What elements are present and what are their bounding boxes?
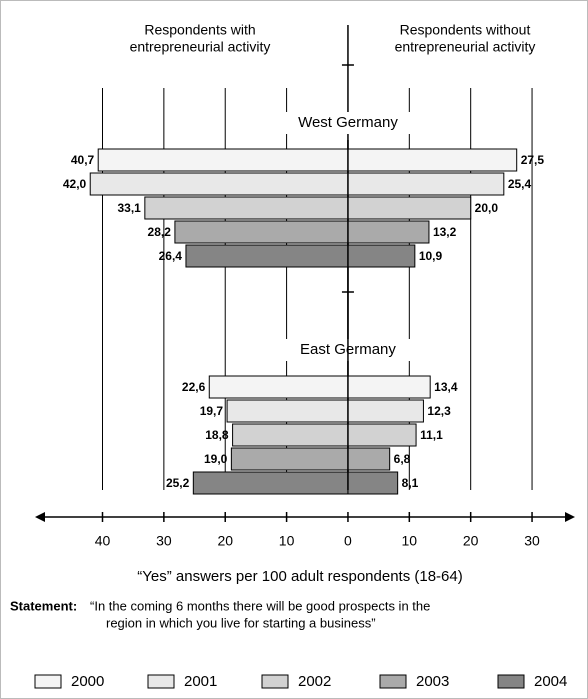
bar-right (347, 244, 416, 268)
bar-right (347, 172, 505, 196)
value-label: 13,4 (434, 380, 458, 394)
bar-right (347, 447, 391, 471)
value-label: 33,1 (117, 201, 141, 215)
bar-left (174, 220, 349, 244)
value-label: 25,2 (166, 476, 190, 490)
value-label: 18,8 (205, 428, 229, 442)
x-tick-label: 30 (524, 533, 540, 549)
value-label: 42,0 (63, 177, 87, 191)
legend-label: 2001 (184, 673, 217, 690)
x-tick-label: 20 (463, 533, 479, 549)
value-label: 10,9 (419, 249, 443, 263)
statement-text: region in which you live for starting a … (106, 615, 376, 630)
bar-left (144, 196, 349, 220)
group-label-bg (282, 112, 413, 134)
bar-left (226, 399, 349, 423)
axis-arrow (565, 512, 575, 522)
bar-left (208, 375, 349, 399)
bar-right (347, 196, 472, 220)
bar-right (347, 399, 424, 423)
legend-swatch (147, 674, 175, 689)
left-header: Respondents with (144, 22, 255, 38)
value-label: 22,6 (182, 380, 206, 394)
legend-swatch (34, 674, 62, 689)
value-label: 6,8 (394, 452, 411, 466)
bar-right (347, 423, 417, 447)
bar-left (185, 244, 349, 268)
legend-swatch (379, 674, 407, 689)
bar-left (192, 471, 349, 495)
legend-label: 2002 (298, 673, 331, 690)
bar-right (347, 220, 430, 244)
x-tick-label: 10 (402, 533, 418, 549)
value-label: 20,0 (475, 201, 499, 215)
value-label: 19,7 (200, 404, 224, 418)
bar-left (232, 423, 349, 447)
x-tick-label: 0 (344, 533, 352, 549)
bar-left (97, 148, 349, 172)
value-label: 12,3 (427, 404, 451, 418)
value-label: 26,4 (159, 249, 183, 263)
legend-label: 2003 (416, 673, 449, 690)
legend-swatch (261, 674, 289, 689)
x-tick-label: 20 (217, 533, 233, 549)
x-axis-title: “Yes” answers per 100 adult respondents … (137, 568, 462, 585)
bar-left (89, 172, 349, 196)
statement-label: Statement: (10, 598, 77, 613)
right-header: Respondents without (400, 22, 531, 38)
value-label: 11,1 (420, 428, 443, 442)
legend-swatch (497, 674, 525, 689)
value-label: 27,5 (521, 153, 545, 167)
legend-label: 2004 (534, 673, 567, 690)
value-label: 13,2 (433, 225, 457, 239)
axis-arrow (35, 512, 45, 522)
left-header: entrepreneurial activity (130, 39, 271, 55)
legend-label: 2000 (71, 673, 104, 690)
bar-left (230, 447, 349, 471)
x-tick-label: 40 (95, 533, 111, 549)
bar-right (347, 471, 399, 495)
bar-right (347, 148, 518, 172)
value-label: 19,0 (204, 452, 228, 466)
value-label: 25,4 (508, 177, 532, 191)
group-label: West Germany (298, 114, 398, 131)
bar-right (347, 375, 431, 399)
value-label: 40,7 (71, 153, 95, 167)
x-tick-label: 10 (279, 533, 295, 549)
x-tick-label: 30 (156, 533, 172, 549)
statement-text: “In the coming 6 months there will be go… (90, 598, 430, 613)
value-label: 8,1 (402, 476, 419, 490)
value-label: 28,2 (148, 225, 172, 239)
right-header: entrepreneurial activity (395, 39, 536, 55)
